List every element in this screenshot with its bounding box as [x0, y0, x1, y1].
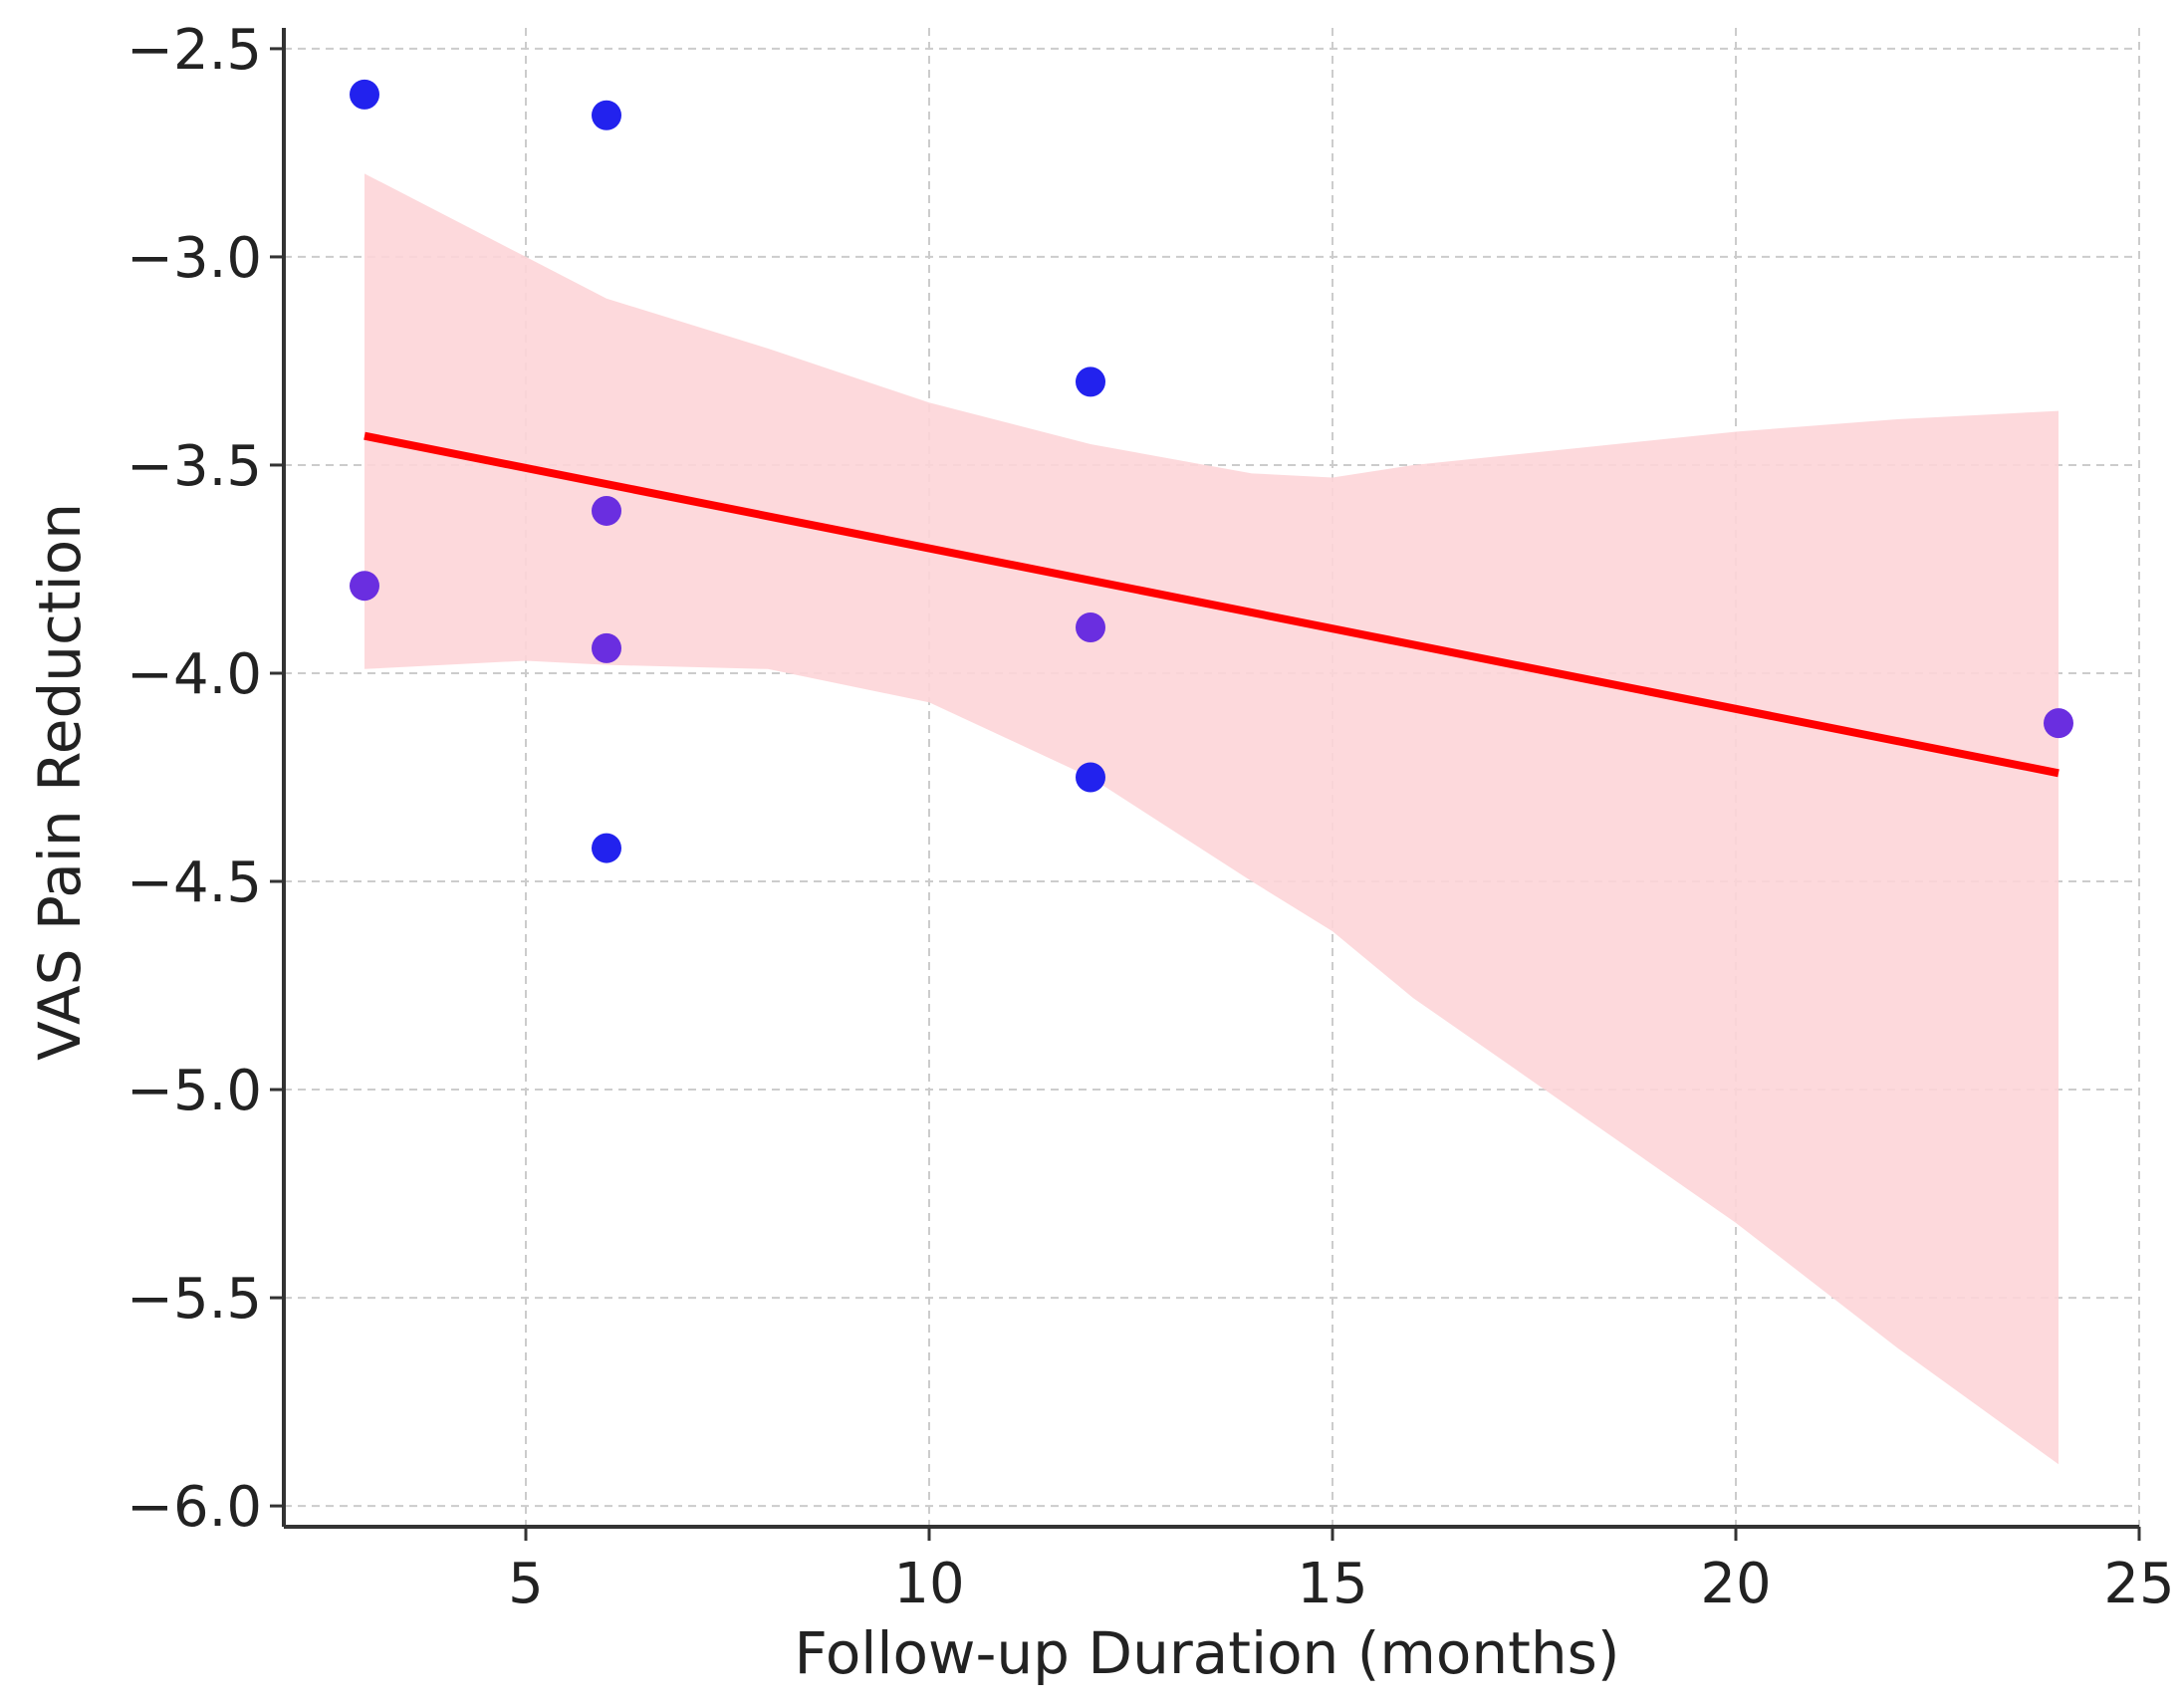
x-axis-label: Follow-up Duration (months) — [795, 1619, 1620, 1687]
x-tick-label-4: 25 — [2103, 1552, 2174, 1616]
data-point-0 — [350, 79, 379, 110]
y-tick-labels: −2.5 −3.0 −3.5 −4.0 −4.5 −5.0 −5.5 −6.0 — [126, 18, 262, 1540]
regression-line — [364, 431, 2060, 778]
x-tick-labels: 5 10 15 20 25 — [508, 1552, 2174, 1616]
x-tick-label-3: 20 — [1700, 1552, 1771, 1616]
y-tick-label-5: −5.0 — [126, 1059, 262, 1123]
data-point-6 — [1076, 366, 1105, 397]
confidence-band — [364, 173, 2059, 1465]
x-tick-label-2: 15 — [1297, 1552, 1367, 1616]
y-axis-label: VAS Pain Reduction — [26, 503, 94, 1061]
y-tick-label-2: −3.5 — [126, 434, 262, 499]
data-point-3 — [592, 495, 621, 526]
data-point-1 — [350, 571, 379, 602]
regression-line-layer — [364, 431, 2060, 778]
x-tick-label-1: 10 — [893, 1552, 964, 1616]
y-tick-label-6: −5.5 — [126, 1267, 262, 1332]
data-points — [350, 79, 2073, 863]
data-point-4 — [592, 632, 621, 663]
data-point-8 — [1076, 762, 1105, 793]
x-tick-label-0: 5 — [508, 1552, 544, 1616]
data-point-9 — [2044, 708, 2073, 739]
confidence-band-layer — [364, 173, 2059, 1465]
y-tick-label-7: −6.0 — [126, 1475, 262, 1540]
data-point-2 — [592, 100, 621, 130]
axes — [270, 28, 2141, 1541]
y-tick-label-4: −4.5 — [126, 851, 262, 915]
y-tick-label-3: −4.0 — [126, 642, 262, 707]
data-point-5 — [592, 833, 621, 863]
y-tick-label-1: −3.0 — [126, 226, 262, 291]
data-point-7 — [1076, 612, 1105, 642]
y-tick-label-0: −2.5 — [126, 18, 262, 83]
